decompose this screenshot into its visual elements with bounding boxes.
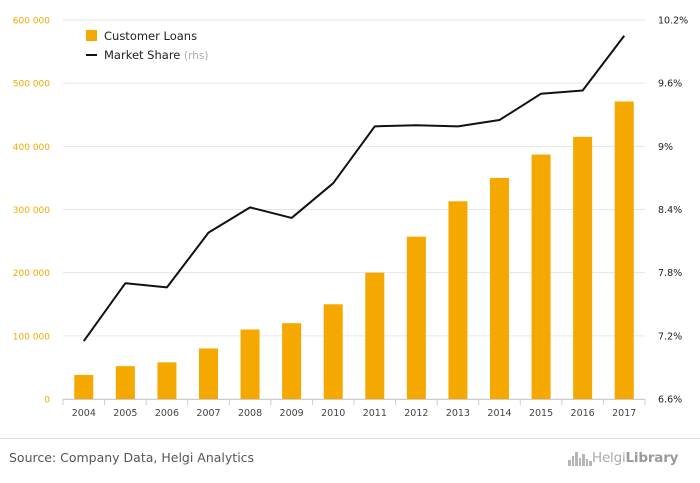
bar-customer-loans: [240, 329, 260, 399]
bar-customer-loans: [490, 177, 509, 399]
bar-customer-loans: [115, 366, 135, 399]
y-left-tick-label: 0: [44, 396, 50, 406]
legend-label-market-share: Market Share (rhs): [104, 48, 208, 62]
y-left-tick-label: 100 000: [13, 332, 50, 342]
chart: 0 6.6% 100 000 7.2% 200 000 7.8% 300 000 8.4% 40…: [13, 16, 688, 420]
bar-customer-loans: [323, 304, 343, 399]
legend: Customer Loans Market Share (rhs): [86, 29, 208, 62]
bar-customer-loans: [406, 236, 426, 399]
y-right-tick-label: 7.2%: [658, 331, 682, 342]
bar-series: [74, 101, 634, 400]
logo-text: HelgiLibrary: [592, 450, 679, 466]
x-tick-label: 2010: [321, 408, 345, 419]
x-tick-label: 2004: [72, 408, 96, 419]
legend-label-customer-loans: Customer Loans: [104, 29, 197, 43]
x-tick-label: 2012: [404, 408, 428, 419]
bar-customer-loans: [573, 136, 593, 399]
bar-customer-loans: [74, 374, 94, 399]
x-tick-label: 2017: [612, 408, 636, 419]
bar-customer-loans: [282, 323, 302, 399]
y-right-tick-label: 9.6%: [658, 79, 682, 90]
line-series: [82, 35, 626, 342]
x-tick-label: 2007: [196, 408, 220, 419]
y-left-tick-label: 500 000: [13, 80, 50, 90]
x-tick-label: 2015: [529, 408, 553, 419]
line-market-share: [82, 35, 626, 342]
helgi-library-logo: HelgiLibrary: [568, 448, 678, 468]
bar-customer-loans: [614, 101, 634, 400]
footer-divider: [0, 438, 700, 439]
x-tick-label: 2014: [487, 408, 511, 419]
bar-customer-loans: [448, 201, 468, 399]
bar-customer-loans: [199, 348, 218, 399]
bar-customer-loans: [365, 272, 385, 399]
x-tick-label: 2008: [238, 408, 262, 419]
y-left-tick-label: 300 000: [13, 206, 50, 216]
x-tick-label: 2011: [363, 408, 387, 419]
y-right-tick-label: 7.8%: [658, 268, 682, 279]
x-tick-label: 2009: [280, 408, 304, 419]
x-tick-label: 2006: [155, 408, 179, 419]
y-right-tick-label: 6.6%: [658, 395, 682, 406]
y-left-tick-label: 200 000: [13, 269, 50, 279]
bar-customer-loans: [157, 362, 177, 399]
skyline-icon: [568, 452, 592, 466]
axes: 0 6.6% 100 000 7.2% 200 000 7.8% 300 000 8.4% 40…: [13, 16, 688, 420]
source-note: Source: Company Data, Helgi Analytics: [9, 450, 255, 465]
bar-customer-loans: [531, 154, 551, 399]
legend-swatch-customer-loans: [86, 30, 97, 41]
x-tick-label: 2016: [571, 408, 595, 419]
y-right-tick-label: 8.4%: [658, 205, 682, 216]
y-right-tick-label: 10.2%: [658, 16, 688, 27]
gridlines: [63, 19, 645, 400]
x-tick-label: 2005: [113, 408, 137, 419]
y-right-tick-label: 9%: [658, 142, 673, 153]
x-tick-label: 2013: [446, 408, 470, 419]
y-left-tick-label: 400 000: [13, 143, 50, 153]
y-left-tick-label: 600 000: [13, 17, 50, 27]
